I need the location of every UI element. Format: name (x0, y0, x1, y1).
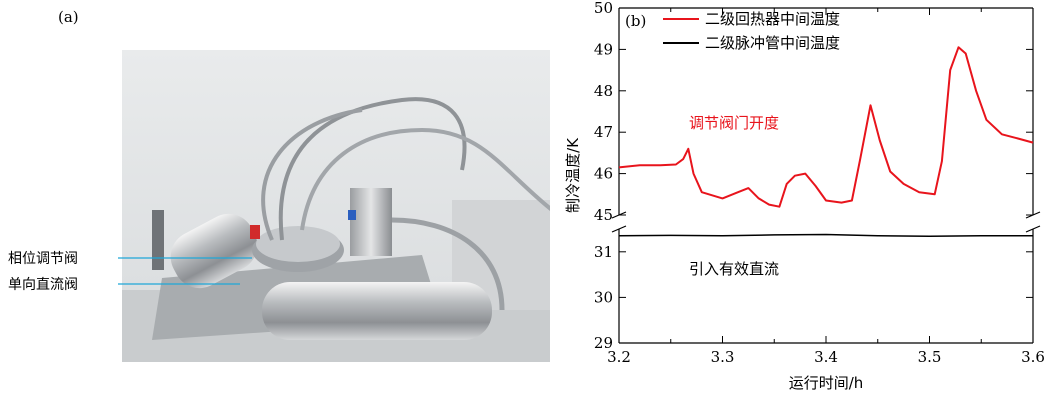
legend-label-1: 二级回热器中间温度 (705, 10, 840, 28)
temperature-chart: 3.2 3.3 3.4 3.5 3.6 45 46 47 48 49 50 29 30 31 二级回热器中间… (564, 0, 1045, 392)
callout-lines (118, 257, 252, 285)
x-axis-title: 运行时间/h (789, 374, 864, 392)
axis-break-mark (1025, 225, 1041, 233)
y-axis-title: 制冷温度/K (564, 137, 582, 213)
y-tick-label: 46 (594, 165, 613, 183)
annotation-dc-flow: 引入有效直流 (689, 260, 779, 278)
callout-check-valve: 单向直流阀 (8, 277, 78, 293)
y-tick-label: 30 (594, 288, 613, 306)
x-tick-label: 3.3 (711, 348, 735, 366)
x-tick-label: 3.4 (814, 348, 838, 366)
annotation-valve-opening: 调节阀门开度 (689, 114, 779, 132)
y-tick-label: 49 (594, 40, 613, 58)
axis-break-mark (611, 225, 627, 233)
y-tick-label: 48 (594, 82, 613, 100)
y-tick-label: 50 (594, 0, 613, 17)
panel-b-label: (b) (625, 12, 646, 30)
callout-phase-valve: 相位调节阀 (8, 251, 78, 267)
x-tick-label: 3.6 (1021, 348, 1045, 366)
y-tick-label: 47 (594, 123, 613, 141)
y-tick-label: 45 (594, 206, 613, 224)
series-line-2 (618, 233, 1033, 238)
panel-a-label: (a) (58, 8, 79, 26)
x-tick-label: 3.5 (918, 348, 942, 366)
x-tick-label: 3.2 (607, 348, 631, 366)
apparatus-photo (122, 50, 550, 362)
y-tick-label: 29 (594, 334, 613, 352)
y-tick-label: 31 (594, 243, 613, 261)
series-line-1 (618, 46, 1034, 208)
legend-label-2: 二级脉冲管中间温度 (705, 34, 840, 52)
